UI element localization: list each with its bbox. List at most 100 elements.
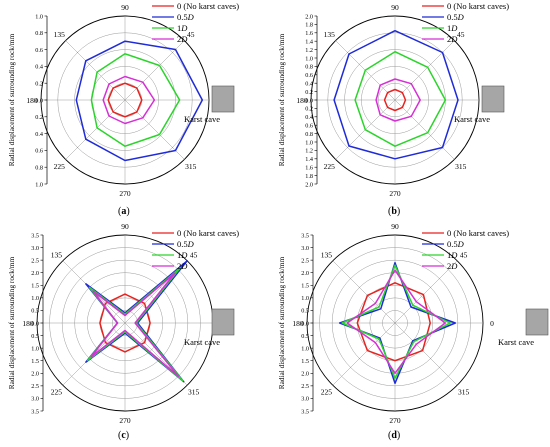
radial-tick-label: 0.2: [35, 81, 43, 88]
y-axis-label: Radial displacement of surrounding rock/…: [277, 33, 286, 166]
radial-tick-label: 1.8: [305, 22, 313, 29]
radial-tick-label: 2.5: [31, 383, 39, 390]
angle-label: 135: [51, 250, 63, 259]
angle-label: 45: [457, 30, 465, 39]
radial-tick-label: 1.0: [31, 295, 39, 302]
angle-label: 225: [54, 162, 66, 171]
radial-tick-label: 0.2: [305, 106, 313, 113]
angle-label: 270: [389, 189, 401, 198]
radial-tick-label: 3.5: [31, 408, 39, 415]
legend-label: 2D: [447, 261, 458, 271]
grid-spoke: [394, 40, 455, 101]
grid-spoke: [65, 40, 126, 101]
angle-label: 135: [54, 30, 66, 39]
grid-spoke: [124, 40, 185, 101]
legend-label: 0.5D: [447, 239, 465, 249]
angle-label: 225: [324, 162, 336, 171]
radial-tick-label: 3.0: [301, 245, 309, 252]
radial-tick-label: 1.6: [305, 165, 313, 172]
series-line-3: [90, 272, 180, 378]
karst-cave-label: Karst cave: [184, 337, 220, 347]
series-line-2: [90, 53, 181, 147]
radial-tick-label: 2.0: [305, 13, 313, 20]
radial-tick-label: 2.0: [301, 371, 309, 378]
legend-label: 0.5D: [177, 12, 195, 22]
radial-tick-label: 0.0: [305, 97, 313, 104]
radial-tick-label: 3.5: [301, 232, 309, 239]
radial-tick-label: 0.2: [305, 89, 313, 96]
series-line-2: [341, 264, 452, 380]
series-line-0: [99, 293, 151, 353]
angle-label: 270: [389, 416, 401, 425]
radial-tick-label: 1.8: [305, 173, 313, 180]
grid-spoke: [65, 99, 126, 160]
angle-label: 0: [490, 319, 494, 328]
angle-label: 270: [119, 416, 131, 425]
karst-cave-box: [211, 308, 235, 336]
radial-tick-label: 3.0: [31, 245, 39, 252]
karst-cave-label: Karst cave: [498, 337, 534, 347]
radial-tick-label: 0.0: [301, 320, 309, 327]
radial-tick-label: 2.0: [31, 270, 39, 277]
radial-tick-label: 1.0: [35, 13, 43, 20]
panel-label: (b): [388, 206, 400, 217]
radial-tick-label: 2.5: [301, 257, 309, 264]
angle-label: 45: [460, 250, 468, 259]
angle-label: 270: [119, 189, 131, 198]
radial-tick-label: 0.6: [35, 47, 43, 54]
radial-tick-label: 0.0: [31, 320, 39, 327]
radial-tick-label: 2.5: [31, 257, 39, 264]
radial-tick-label: 0.8: [35, 30, 43, 37]
legend-label: 0 (No karst caves): [177, 1, 239, 11]
angle-label: 315: [188, 388, 200, 397]
legend-label: 0 (No karst caves): [447, 228, 509, 238]
y-axis-label: Radial displacement of surrounding rock/…: [7, 33, 16, 166]
angle-label: 45: [187, 30, 195, 39]
radial-tick-label: 0.8: [35, 165, 43, 172]
grid-spoke: [332, 260, 396, 324]
panel-a: 045901351802252703150.00.20.20.40.40.60.…: [7, 1, 239, 217]
angle-label: 90: [121, 222, 129, 231]
radial-tick-label: 0.0: [35, 97, 43, 104]
series-line-0: [356, 282, 431, 362]
legend-label: 1D: [177, 23, 188, 33]
legend-label: 2D: [447, 34, 458, 44]
angle-label: 225: [51, 388, 63, 397]
radial-tick-label: 0.6: [305, 72, 313, 79]
y-axis-label: Radial displacement of surrounding rock/…: [277, 256, 286, 389]
radial-tick-label: 1.0: [35, 181, 43, 188]
panel-b: 045901351802252703150.00.20.20.40.40.60.…: [277, 1, 509, 217]
series-line-3: [102, 75, 156, 125]
legend-label: 2D: [177, 34, 188, 44]
radial-tick-label: 3.0: [31, 396, 39, 403]
series-line-3: [375, 78, 421, 122]
series-line-1: [75, 40, 204, 162]
radial-tick-label: 0.6: [35, 148, 43, 155]
radial-tick-label: 1.6: [305, 30, 313, 37]
angle-label: 315: [458, 388, 470, 397]
karst-cave-box: [481, 85, 505, 113]
radial-tick-label: 1.2: [305, 47, 313, 54]
radial-tick-label: 1.0: [301, 345, 309, 352]
radial-tick-label: 2.5: [301, 383, 309, 390]
series-line-0: [107, 82, 143, 118]
angle-label: 180: [22, 319, 34, 328]
panel-d: 0 45 90 135 180 225 270 315 0.0 0.5 0.5 1.0 1.0 1.5 1.…: [277, 222, 549, 441]
radial-tick-label: 1.5: [301, 358, 309, 365]
karst-cave-label: Karst cave: [184, 114, 220, 124]
angle-label: 315: [455, 162, 467, 171]
radial-tick-label: 1.5: [31, 283, 39, 290]
radial-tick-label: 0.8: [305, 131, 313, 138]
legend-label: 0 (No karst caves): [177, 228, 239, 238]
legend-label: 0.5D: [177, 239, 195, 249]
angle-label: 225: [321, 388, 333, 397]
radial-tick-label: 0.4: [35, 131, 43, 138]
angle-label: 180: [296, 96, 308, 105]
angle-label: 90: [391, 222, 399, 231]
radial-tick-label: 2.0: [31, 371, 39, 378]
angle-label: 180: [292, 319, 304, 328]
legend-label: 0.5D: [447, 12, 465, 22]
karst-cave-box: [525, 308, 549, 336]
radial-tick-label: 0.4: [305, 114, 313, 121]
